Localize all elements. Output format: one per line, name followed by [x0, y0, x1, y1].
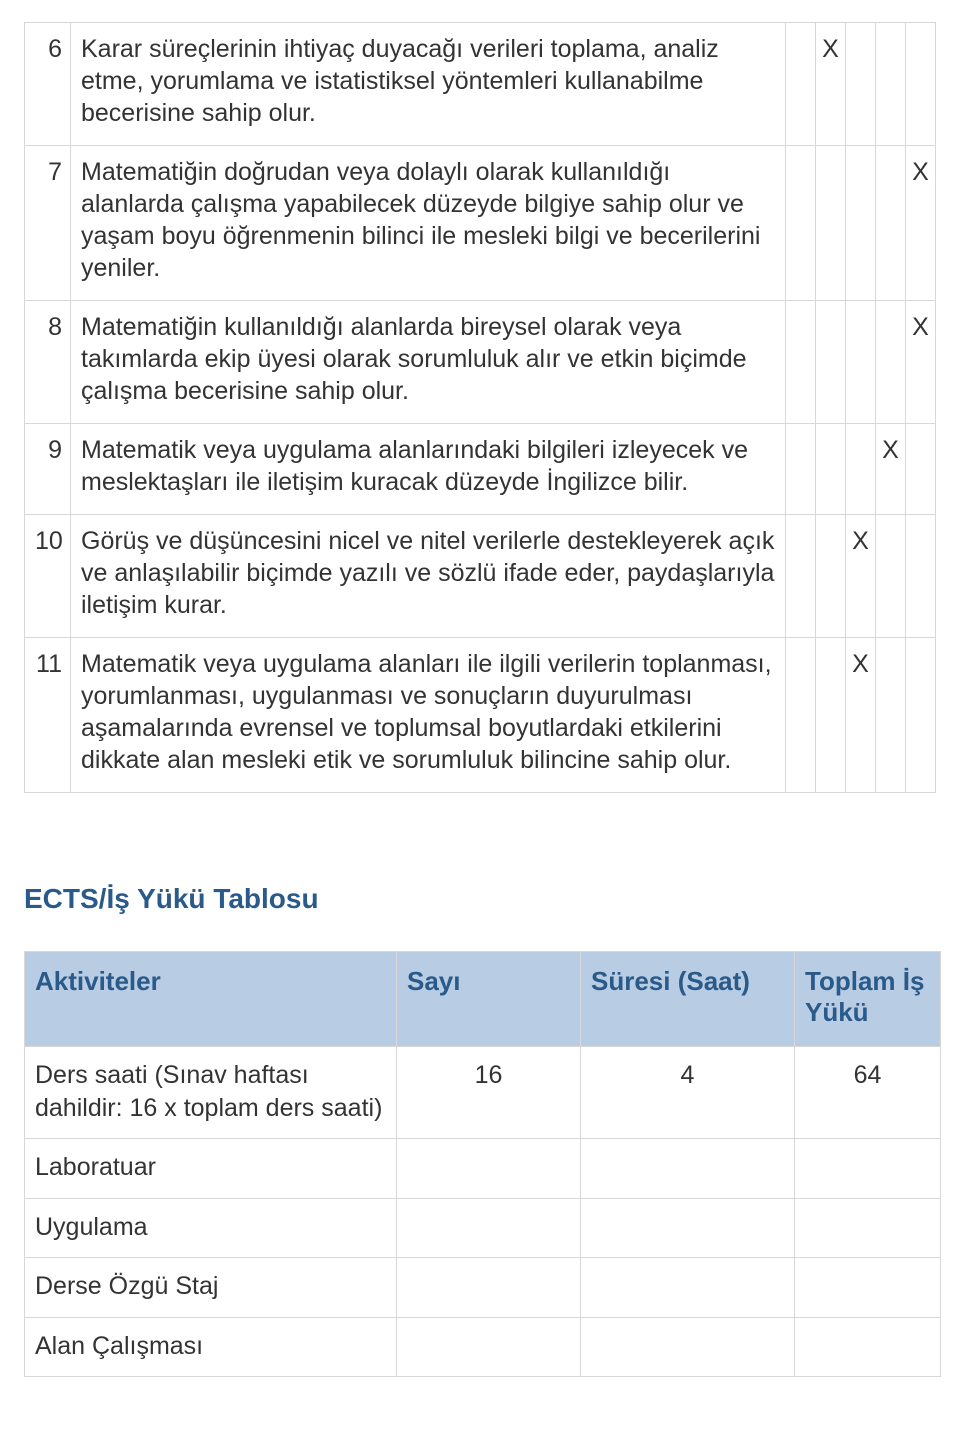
workload-activity: Ders saati (Sınav haftası dahildir: 16 x…: [25, 1047, 397, 1139]
workload-row: Alan Çalışması: [25, 1317, 941, 1377]
workload-row: Laboratuar: [25, 1139, 941, 1199]
outcome-row: 9Matematik veya uygulama alanlarındaki b…: [25, 424, 936, 515]
workload-row: Ders saati (Sınav haftası dahildir: 16 x…: [25, 1047, 941, 1139]
outcome-description: Matematiğin kullanıldığı alanlarda birey…: [71, 301, 786, 424]
workload-sayi: 16: [397, 1047, 581, 1139]
workload-activity: Alan Çalışması: [25, 1317, 397, 1377]
outcome-row: 11Matematik veya uygulama alanları ile i…: [25, 638, 936, 793]
workload-sure: 4: [581, 1047, 795, 1139]
outcome-number: 7: [25, 146, 71, 301]
workload-activity: Derse Özgü Staj: [25, 1258, 397, 1318]
workload-toplam: [795, 1139, 941, 1199]
header-suresi: Süresi (Saat): [581, 952, 795, 1047]
workload-sure: [581, 1139, 795, 1199]
workload-activity: Uygulama: [25, 1198, 397, 1258]
outcome-mark-cell: [846, 424, 876, 515]
header-sayi: Sayı: [397, 952, 581, 1047]
outcome-number: 11: [25, 638, 71, 793]
header-aktiviteler: Aktiviteler: [25, 952, 397, 1047]
outcome-mark-cell: [906, 424, 936, 515]
outcome-mark-cell: [906, 515, 936, 638]
header-toplam: Toplam İş Yükü: [795, 952, 941, 1047]
outcome-description: Görüş ve düşüncesini nicel ve nitel veri…: [71, 515, 786, 638]
outcome-mark-cell: [786, 23, 816, 146]
outcome-mark-cell: X: [846, 638, 876, 793]
outcome-mark-cell: [816, 515, 846, 638]
outcome-mark-cell: [906, 638, 936, 793]
outcome-mark-cell: X: [906, 301, 936, 424]
outcome-number: 8: [25, 301, 71, 424]
workload-toplam: [795, 1258, 941, 1318]
workload-sure: [581, 1198, 795, 1258]
outcome-mark-cell: [846, 23, 876, 146]
outcome-row: 8Matematiğin kullanıldığı alanlarda bire…: [25, 301, 936, 424]
workload-section-title: ECTS/İş Yükü Tablosu: [24, 883, 936, 915]
outcome-row: 7Matematiğin doğrudan veya dolaylı olara…: [25, 146, 936, 301]
workload-sure: [581, 1258, 795, 1318]
outcome-mark-cell: [786, 146, 816, 301]
outcome-description: Matematik veya uygulama alanları ile ilg…: [71, 638, 786, 793]
outcome-number: 10: [25, 515, 71, 638]
outcome-mark-cell: [786, 638, 816, 793]
outcome-description: Matematiğin doğrudan veya dolaylı olarak…: [71, 146, 786, 301]
workload-header-row: Aktiviteler Sayı Süresi (Saat) Toplam İş…: [25, 952, 941, 1047]
outcome-mark-cell: [816, 638, 846, 793]
workload-row: Derse Özgü Staj: [25, 1258, 941, 1318]
workload-sayi: [397, 1139, 581, 1199]
outcome-mark-cell: [876, 301, 906, 424]
outcome-mark-cell: [846, 146, 876, 301]
outcome-description: Matematik veya uygulama alanlarındaki bi…: [71, 424, 786, 515]
outcome-mark-cell: X: [846, 515, 876, 638]
workload-toplam: [795, 1317, 941, 1377]
outcome-mark-cell: [876, 23, 906, 146]
outcomes-table: 6Karar süreçlerinin ihtiyaç duyacağı ver…: [24, 22, 936, 793]
workload-toplam: [795, 1198, 941, 1258]
outcome-mark-cell: [786, 424, 816, 515]
workload-activity: Laboratuar: [25, 1139, 397, 1199]
workload-sayi: [397, 1317, 581, 1377]
outcome-mark-cell: X: [876, 424, 906, 515]
outcome-mark-cell: [876, 515, 906, 638]
workload-row: Uygulama: [25, 1198, 941, 1258]
outcome-number: 9: [25, 424, 71, 515]
workload-sayi: [397, 1258, 581, 1318]
outcome-number: 6: [25, 23, 71, 146]
outcome-row: 6Karar süreçlerinin ihtiyaç duyacağı ver…: [25, 23, 936, 146]
workload-toplam: 64: [795, 1047, 941, 1139]
outcome-mark-cell: [816, 301, 846, 424]
outcome-mark-cell: [816, 146, 846, 301]
outcome-mark-cell: [876, 638, 906, 793]
outcome-mark-cell: X: [906, 146, 936, 301]
outcome-mark-cell: X: [816, 23, 846, 146]
outcome-mark-cell: [786, 301, 816, 424]
outcomes-tbody: 6Karar süreçlerinin ihtiyaç duyacağı ver…: [25, 23, 936, 793]
outcome-mark-cell: [906, 23, 936, 146]
workload-sayi: [397, 1198, 581, 1258]
outcome-row: 10Görüş ve düşüncesini nicel ve nitel ve…: [25, 515, 936, 638]
outcome-mark-cell: [786, 515, 816, 638]
outcome-description: Karar süreçlerinin ihtiyaç duyacağı veri…: [71, 23, 786, 146]
outcome-mark-cell: [846, 301, 876, 424]
workload-table: Aktiviteler Sayı Süresi (Saat) Toplam İş…: [24, 951, 941, 1377]
outcome-mark-cell: [876, 146, 906, 301]
outcome-mark-cell: [816, 424, 846, 515]
workload-sure: [581, 1317, 795, 1377]
workload-tbody: Ders saati (Sınav haftası dahildir: 16 x…: [25, 1047, 941, 1377]
